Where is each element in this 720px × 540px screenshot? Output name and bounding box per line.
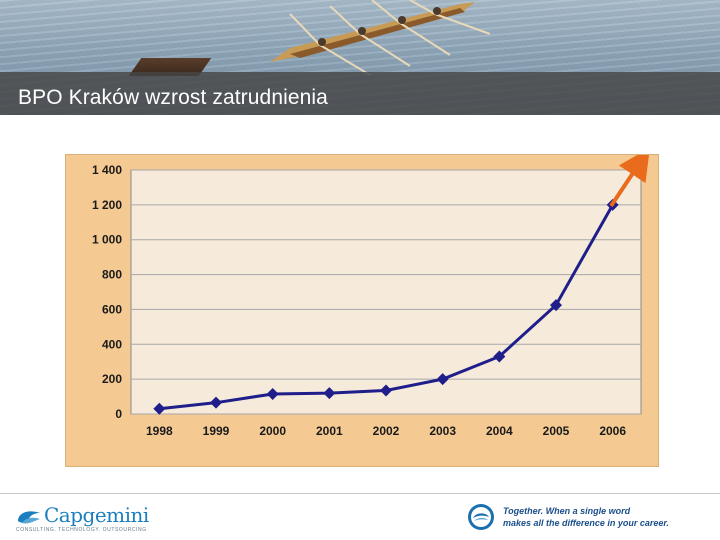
x-tick-label: 2006 xyxy=(599,424,626,438)
data-point xyxy=(493,350,506,363)
y-tick-label: 200 xyxy=(102,372,122,386)
y-tick-label: 1 400 xyxy=(92,163,122,177)
plot-area xyxy=(130,169,642,415)
line-chart: 0 200 400 600 800 1 000 1 200 1 400 1998 1999 200… xyxy=(92,155,650,438)
data-point xyxy=(210,396,222,409)
footer-divider xyxy=(0,493,720,494)
logo-tagline: CONSULTING. TECHNOLOGY. OUTSOURCING xyxy=(16,527,147,533)
trend-arrow xyxy=(609,155,650,208)
title-bar xyxy=(0,72,720,115)
together-emblem-icon xyxy=(468,504,494,530)
capgemini-logo[interactable]: Capgemini CONSULTING. TECHNOLOGY. OUTSOU… xyxy=(16,503,149,533)
data-point xyxy=(153,402,166,415)
data-point xyxy=(266,387,279,400)
y-tick-label: 1 000 xyxy=(92,233,122,247)
y-tick-label: 1 200 xyxy=(92,198,122,212)
x-tick-label: 2003 xyxy=(429,424,456,438)
x-tick-label: 2002 xyxy=(373,424,400,438)
y-tick-label: 400 xyxy=(102,337,122,351)
x-tick-label: 2001 xyxy=(316,424,343,438)
x-tick-label: 2004 xyxy=(486,424,513,438)
data-point xyxy=(380,384,392,397)
x-tick-label: 1999 xyxy=(203,424,230,438)
page-title: BPO Kraków wzrost zatrudnienia xyxy=(18,86,328,109)
data-point xyxy=(550,299,562,312)
tagline-line-1: Together. When a single word xyxy=(503,506,631,516)
rowing-boat-image xyxy=(270,0,491,76)
career-tagline: Together. When a single word makes all t… xyxy=(503,505,669,529)
y-tick-label: 800 xyxy=(102,268,122,282)
tagline-line-2: makes all the difference in your career. xyxy=(503,518,669,528)
y-tick-label: 0 xyxy=(115,407,122,421)
x-tick-label: 2000 xyxy=(259,424,286,438)
logo-text: Capgemini xyxy=(44,503,149,527)
x-tick-label: 2005 xyxy=(543,424,570,438)
header-banner xyxy=(0,0,720,115)
x-tick-label: 1998 xyxy=(146,424,173,438)
data-point xyxy=(436,373,449,386)
y-tick-label: 600 xyxy=(102,302,122,316)
chart-panel: 0 200 400 600 800 1 000 1 200 1 400 1998 1999 200… xyxy=(65,154,659,467)
spade-icon xyxy=(18,511,40,524)
data-point xyxy=(323,387,336,400)
